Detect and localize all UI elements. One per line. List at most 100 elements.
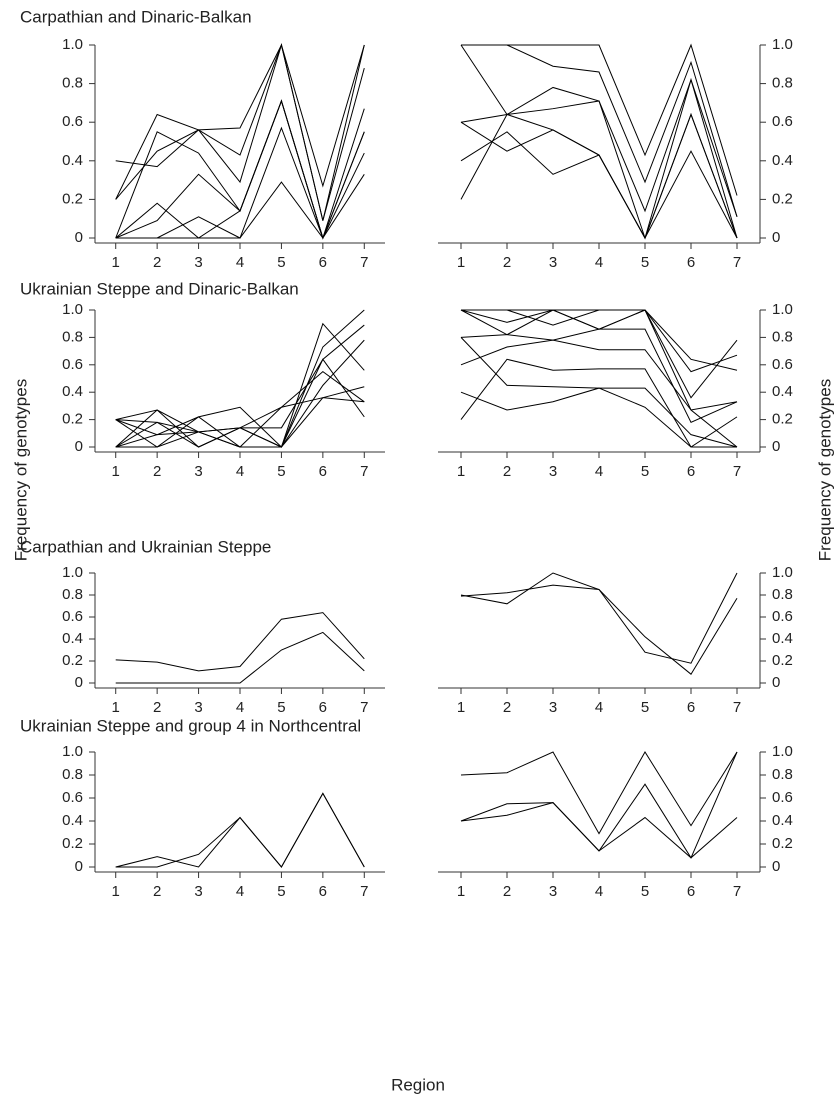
y-tick-label: 0.2 — [772, 652, 793, 669]
y-tick-label: 0.6 — [62, 356, 83, 373]
x-tick-label: 7 — [733, 463, 741, 480]
x-tick-label: 2 — [503, 883, 511, 900]
data-line — [460, 387, 738, 448]
x-tick-label: 2 — [153, 463, 161, 480]
data-line — [460, 584, 738, 675]
x-tick-label: 1 — [112, 883, 120, 900]
x-tick-label: 6 — [319, 254, 327, 271]
x-tick-label: 7 — [360, 463, 368, 480]
y-tick-label: 0 — [772, 438, 780, 455]
x-tick-label: 5 — [277, 254, 285, 271]
y-tick-label: 0.8 — [62, 328, 83, 345]
data-line — [115, 309, 365, 448]
panel-title: Carpathian and Dinaric-Balkan — [20, 7, 252, 26]
x-tick-label: 1 — [457, 699, 465, 716]
data-line — [115, 174, 365, 239]
data-line — [460, 44, 738, 217]
data-line — [115, 792, 365, 868]
y-tick-label: 0.6 — [772, 789, 793, 806]
x-tick-label: 2 — [503, 463, 511, 480]
data-line — [460, 751, 738, 835]
x-tick-label: 2 — [503, 699, 511, 716]
x-tick-label: 6 — [319, 463, 327, 480]
y-tick-label: 1.0 — [62, 36, 83, 53]
x-tick-label: 6 — [687, 254, 695, 271]
x-tick-label: 7 — [360, 883, 368, 900]
data-line — [115, 99, 365, 240]
y-tick-label: 0.2 — [62, 652, 83, 669]
data-line — [460, 572, 738, 664]
y-tick-label: 0.8 — [772, 75, 793, 92]
x-tick-label: 6 — [319, 883, 327, 900]
x-tick-label: 4 — [236, 463, 244, 480]
x-tick-label: 3 — [194, 463, 202, 480]
x-tick-label: 3 — [549, 254, 557, 271]
x-tick-label: 2 — [153, 699, 161, 716]
data-line — [115, 43, 365, 221]
y-tick-label: 0.4 — [62, 630, 83, 647]
x-tick-label: 4 — [236, 699, 244, 716]
x-tick-label: 3 — [194, 254, 202, 271]
y-tick-label: 0.6 — [772, 356, 793, 373]
y-tick-label: 0.4 — [772, 812, 793, 829]
x-tick-label: 5 — [277, 463, 285, 480]
y-tick-label: 1.0 — [772, 743, 793, 760]
y-tick-label: 0.2 — [772, 190, 793, 207]
x-tick-label: 4 — [595, 883, 603, 900]
y-tick-label: 1.0 — [62, 743, 83, 760]
data-line — [461, 309, 738, 399]
y-tick-label: 0.4 — [772, 630, 793, 647]
data-line — [460, 113, 738, 240]
x-tick-label: 7 — [733, 699, 741, 716]
x-tick-label: 5 — [641, 883, 649, 900]
y-tick-label: 0.4 — [62, 383, 83, 400]
x-tick-label: 1 — [112, 254, 120, 271]
y-tick-label: 0.6 — [772, 608, 793, 625]
x-tick-label: 1 — [457, 254, 465, 271]
x-tick-label: 2 — [153, 883, 161, 900]
y-tick-label: 0.6 — [772, 113, 793, 130]
y-tick-label: 0.8 — [772, 586, 793, 603]
x-tick-label: 7 — [360, 254, 368, 271]
y-tick-label: 0 — [75, 674, 83, 691]
y-tick-label: 0.6 — [62, 789, 83, 806]
x-tick-label: 4 — [595, 463, 603, 480]
x-tick-label: 4 — [595, 699, 603, 716]
x-tick-label: 6 — [319, 699, 327, 716]
data-line — [460, 121, 738, 240]
x-tick-label: 6 — [687, 463, 695, 480]
data-line — [460, 309, 738, 371]
y-tick-label: 0.4 — [772, 152, 793, 169]
data-line — [115, 99, 365, 240]
y-tick-label: 0.6 — [62, 608, 83, 625]
y-tick-label: 0.2 — [772, 835, 793, 852]
y-tick-label: 0.6 — [62, 113, 83, 130]
data-line — [115, 386, 365, 448]
x-tick-label: 6 — [687, 699, 695, 716]
x-tick-label: 7 — [360, 699, 368, 716]
x-tick-label: 1 — [112, 463, 120, 480]
y-tick-label: 0.8 — [772, 328, 793, 345]
y-tick-label: 0.8 — [62, 766, 83, 783]
x-tick-label: 1 — [457, 883, 465, 900]
y-tick-label: 0.8 — [62, 75, 83, 92]
y-tick-label: 0.4 — [62, 812, 83, 829]
x-tick-label: 3 — [194, 883, 202, 900]
y-tick-label: 0.2 — [62, 411, 83, 428]
y-tick-label: 0 — [772, 229, 780, 246]
x-tick-label: 5 — [277, 699, 285, 716]
x-tick-label: 3 — [549, 463, 557, 480]
y-tick-label: 1.0 — [62, 564, 83, 581]
data-line — [460, 113, 738, 240]
y-tick-label: 0.8 — [772, 766, 793, 783]
y-tick-label: 1.0 — [772, 36, 793, 53]
data-line — [115, 631, 365, 684]
y-tick-label: 0 — [772, 674, 780, 691]
data-line — [115, 339, 365, 448]
x-tick-label: 1 — [112, 699, 120, 716]
panel-title: Ukrainian Steppe and group 4 in Northcen… — [20, 716, 361, 735]
x-tick-label: 2 — [503, 254, 511, 271]
y-tick-label: 0 — [75, 438, 83, 455]
data-line — [115, 43, 365, 200]
x-tick-label: 7 — [733, 254, 741, 271]
